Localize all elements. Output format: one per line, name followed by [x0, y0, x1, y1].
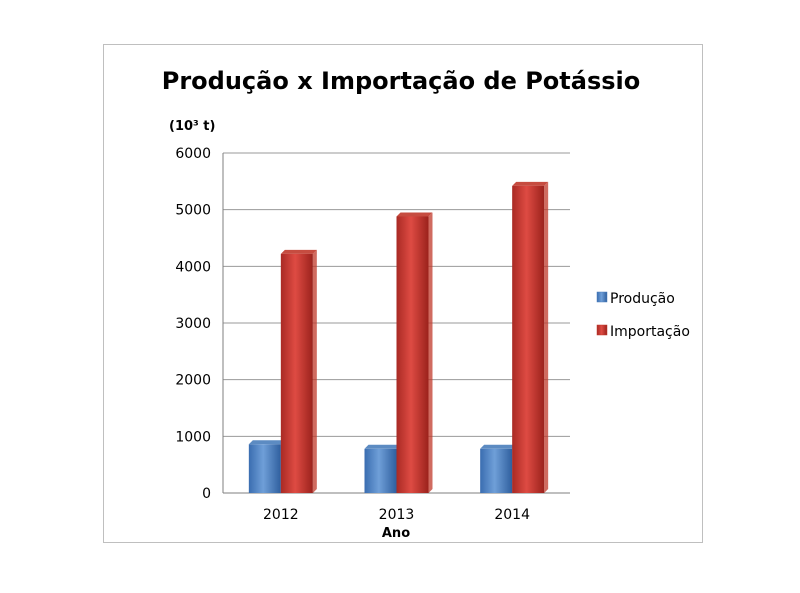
bar-top [280, 249, 317, 254]
bar-producao [364, 448, 397, 493]
bar-importacao [396, 216, 429, 493]
bar-side [428, 212, 433, 493]
y-tick-label: 6000 [175, 146, 211, 162]
x-tick-label: 2013 [379, 507, 415, 523]
y-tick-labels: 0 1000 2000 3000 4000 5000 6000 [175, 146, 211, 502]
bar-top [364, 444, 401, 449]
x-tick-labels: 2012 2013 2014 [263, 507, 530, 523]
legend-label: Importação [610, 324, 690, 340]
y-tick-label: 1000 [175, 429, 211, 445]
bar-top [480, 444, 517, 449]
chart-frame: Produção x Importação de Potássio (10³ t… [103, 44, 703, 543]
bar-top [248, 440, 285, 445]
bar-top [396, 212, 433, 217]
y-tick-label: 5000 [175, 203, 211, 219]
bar-producao [248, 444, 281, 493]
legend-swatch [596, 324, 608, 336]
x-tick-label: 2012 [263, 507, 299, 523]
y-tick-label: 0 [202, 486, 211, 502]
bar-importacao [512, 185, 545, 493]
bar-side [312, 249, 317, 493]
bar-producao [480, 448, 513, 493]
bars [248, 181, 549, 493]
chart-title: Produção x Importação de Potássio [162, 67, 641, 95]
x-axis-title: Ano [382, 526, 410, 541]
bar-top [512, 181, 549, 186]
legend-swatch [596, 291, 608, 303]
legend-label: Produção [610, 291, 675, 307]
y-tick-label: 2000 [175, 373, 211, 389]
y-tick-label: 3000 [175, 316, 211, 332]
x-tick-label: 2014 [494, 507, 530, 523]
chart-canvas: Produção x Importação de Potássio (10³ t… [162, 67, 690, 541]
y-unit-label: (10³ t) [169, 119, 215, 134]
bar-importacao [280, 253, 313, 493]
bar-side [544, 181, 549, 493]
legend: Produção Importação [596, 291, 690, 340]
y-tick-label: 4000 [175, 259, 211, 275]
